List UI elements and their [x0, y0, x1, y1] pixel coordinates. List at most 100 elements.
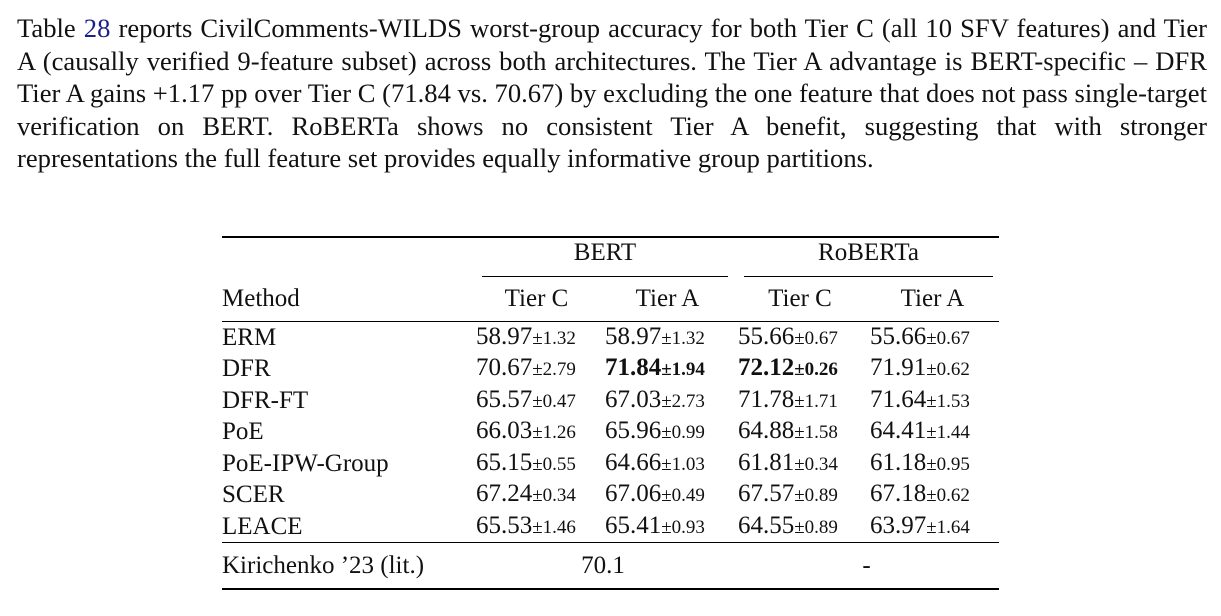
- table-row: LEACE 65.53±1.46 65.41±0.93 64.55±0.89 63.97…: [222, 511, 999, 543]
- mean-value: 70.67: [476, 354, 533, 381]
- column-header-row: Method Tier C Tier A Tier C Tier A: [222, 277, 999, 321]
- std-value: ±0.93: [661, 516, 705, 538]
- results-table: BERT RoBERTa Method Tier C Tier A Tier C…: [222, 236, 999, 590]
- mean-value: 65.15: [476, 448, 533, 476]
- bert-tier-c-cell: 65.15±0.55: [472, 448, 601, 480]
- roberta-tier-a-cell: 71.91±0.62: [866, 353, 999, 385]
- literature-roberta-value: -: [862, 551, 871, 579]
- paragraph-text: reports CivilComments-WILDS worst-group …: [17, 13, 1207, 173]
- mean-value: 55.66: [738, 322, 795, 350]
- std-value: ±0.34: [794, 453, 838, 475]
- std-value: ±1.58: [794, 422, 838, 443]
- table-row: SCER 67.24±0.34 67.06±0.49 67.57±0.89 67.18±…: [222, 479, 999, 511]
- std-value: ±0.89: [794, 516, 838, 538]
- mean-value: 55.66: [870, 322, 927, 350]
- mean-value: 64.55: [738, 511, 795, 539]
- std-value: ±1.32: [661, 327, 705, 349]
- mean-value: 58.97: [476, 322, 533, 350]
- table-reference-link[interactable]: 28: [83, 13, 111, 43]
- roberta-tier-a-cell: 61.18±0.95: [866, 448, 999, 480]
- roberta-tier-a-cell: 55.66±0.67: [866, 321, 999, 353]
- bert-tier-c-cell: 65.57±0.47: [472, 385, 601, 417]
- group-header-row: BERT RoBERTa: [222, 237, 999, 277]
- method-name: DFR-FT: [222, 386, 309, 414]
- mean-value: 61.18: [870, 448, 927, 476]
- roberta-tier-c-cell: 71.78±1.71: [734, 385, 866, 417]
- std-value: ±0.34: [532, 485, 576, 506]
- std-value: ±1.64: [926, 516, 970, 538]
- table-row: DFR 70.67±2.79 71.84±1.94 72.12±0.26 71.91±0…: [222, 353, 999, 385]
- bert-tier-a-cell: 64.66±1.03: [601, 448, 734, 480]
- roberta-tier-a-header: Tier A: [900, 284, 965, 312]
- bert-tier-a-cell: 65.41±0.93: [601, 511, 734, 543]
- bert-tier-c-cell: 58.97±1.32: [472, 321, 601, 353]
- bert-tier-c-cell: 70.67±2.79: [472, 353, 601, 385]
- std-value: ±0.67: [926, 327, 970, 349]
- method-name: LEACE: [222, 512, 303, 540]
- bert-tier-a-cell: 67.03±2.73: [601, 385, 734, 417]
- roberta-tier-c-cell: 64.55±0.89: [734, 511, 866, 543]
- method-header: Method: [222, 284, 300, 312]
- mean-value: 64.66: [605, 448, 662, 476]
- bert-tier-c-cell: 65.53±1.46: [472, 511, 601, 543]
- std-value: ±0.95: [926, 453, 970, 475]
- group-header-bert: BERT: [472, 237, 734, 277]
- std-value: ±2.79: [532, 359, 576, 380]
- mean-value: 71.64: [870, 385, 927, 413]
- mean-value: 65.53: [476, 511, 533, 539]
- table-row: DFR-FT 65.57±0.47 67.03±2.73 71.78±1.71 71.6…: [222, 385, 999, 417]
- mean-value: 67.06: [605, 480, 662, 507]
- body-paragraph: Table 28 reports CivilComments-WILDS wor…: [17, 12, 1207, 175]
- roberta-tier-c-cell: 67.57±0.89: [734, 479, 866, 511]
- std-value: ±0.62: [926, 359, 970, 380]
- group-header-roberta: RoBERTa: [734, 237, 999, 277]
- std-value: ±1.71: [794, 390, 838, 412]
- mean-value: 65.41: [605, 511, 662, 539]
- std-value: ±1.26: [532, 422, 576, 443]
- mean-value: 71.78: [738, 385, 795, 413]
- std-value: ±0.49: [661, 485, 705, 506]
- std-value: ±0.62: [926, 485, 970, 506]
- roberta-tier-a-cell: 64.41±1.44: [866, 416, 999, 448]
- bert-tier-c-cell: 66.03±1.26: [472, 416, 601, 448]
- method-name: PoE: [222, 418, 264, 445]
- bert-tier-a-header: Tier A: [635, 284, 700, 312]
- method-name: DFR: [222, 355, 271, 382]
- method-name: SCER: [222, 481, 285, 508]
- bert-tier-a-cell: 65.96±0.99: [601, 416, 734, 448]
- table-row: PoE-IPW-Group 65.15±0.55 64.66±1.03 61.81±0…: [222, 448, 999, 480]
- mean-value: 67.18: [870, 480, 927, 507]
- roberta-tier-c-cell: 64.88±1.58: [734, 416, 866, 448]
- std-value: ±2.73: [661, 390, 705, 412]
- roberta-tier-a-cell: 67.18±0.62: [866, 479, 999, 511]
- bert-tier-c-header: Tier C: [504, 284, 569, 312]
- table-row: PoE 66.03±1.26 65.96±0.99 64.88±1.58 64.41±1…: [222, 416, 999, 448]
- std-value: ±1.03: [661, 453, 705, 475]
- mean-value: 65.96: [605, 417, 662, 444]
- std-value: ±0.55: [532, 453, 576, 475]
- std-value: ±1.53: [926, 390, 970, 412]
- mean-value: 71.91: [870, 354, 927, 381]
- literature-method: Kirichenko ’23 (lit.): [222, 551, 425, 579]
- roberta-tier-a-cell: 63.97±1.64: [866, 511, 999, 543]
- std-value: ±0.89: [794, 485, 838, 506]
- bert-tier-a-cell: 71.84±1.94: [601, 353, 734, 385]
- method-name: ERM: [222, 323, 277, 351]
- mean-value: 63.97: [870, 511, 927, 539]
- mean-value: 58.97: [605, 322, 662, 350]
- bert-tier-c-cell: 67.24±0.34: [472, 479, 601, 511]
- literature-row: Kirichenko ’23 (lit.) 70.1 -: [222, 542, 999, 590]
- mean-value: 67.24: [476, 480, 533, 507]
- table-row: ERM 58.97±1.32 58.97±1.32 55.66±0.67 55.66±0…: [222, 321, 999, 353]
- mean-value: 67.03: [605, 385, 662, 413]
- std-value: ±1.94: [661, 359, 705, 380]
- mean-value: 71.84: [605, 354, 662, 381]
- std-value: ±0.67: [794, 327, 838, 349]
- method-name: PoE-IPW-Group: [222, 449, 389, 477]
- roberta-tier-c-cell: 72.12±0.26: [734, 353, 866, 385]
- std-value: ±1.46: [532, 516, 576, 538]
- literature-bert-value: 70.1: [581, 551, 625, 579]
- std-value: ±1.44: [926, 422, 970, 443]
- mean-value: 64.88: [738, 417, 795, 444]
- std-value: ±0.47: [532, 390, 576, 412]
